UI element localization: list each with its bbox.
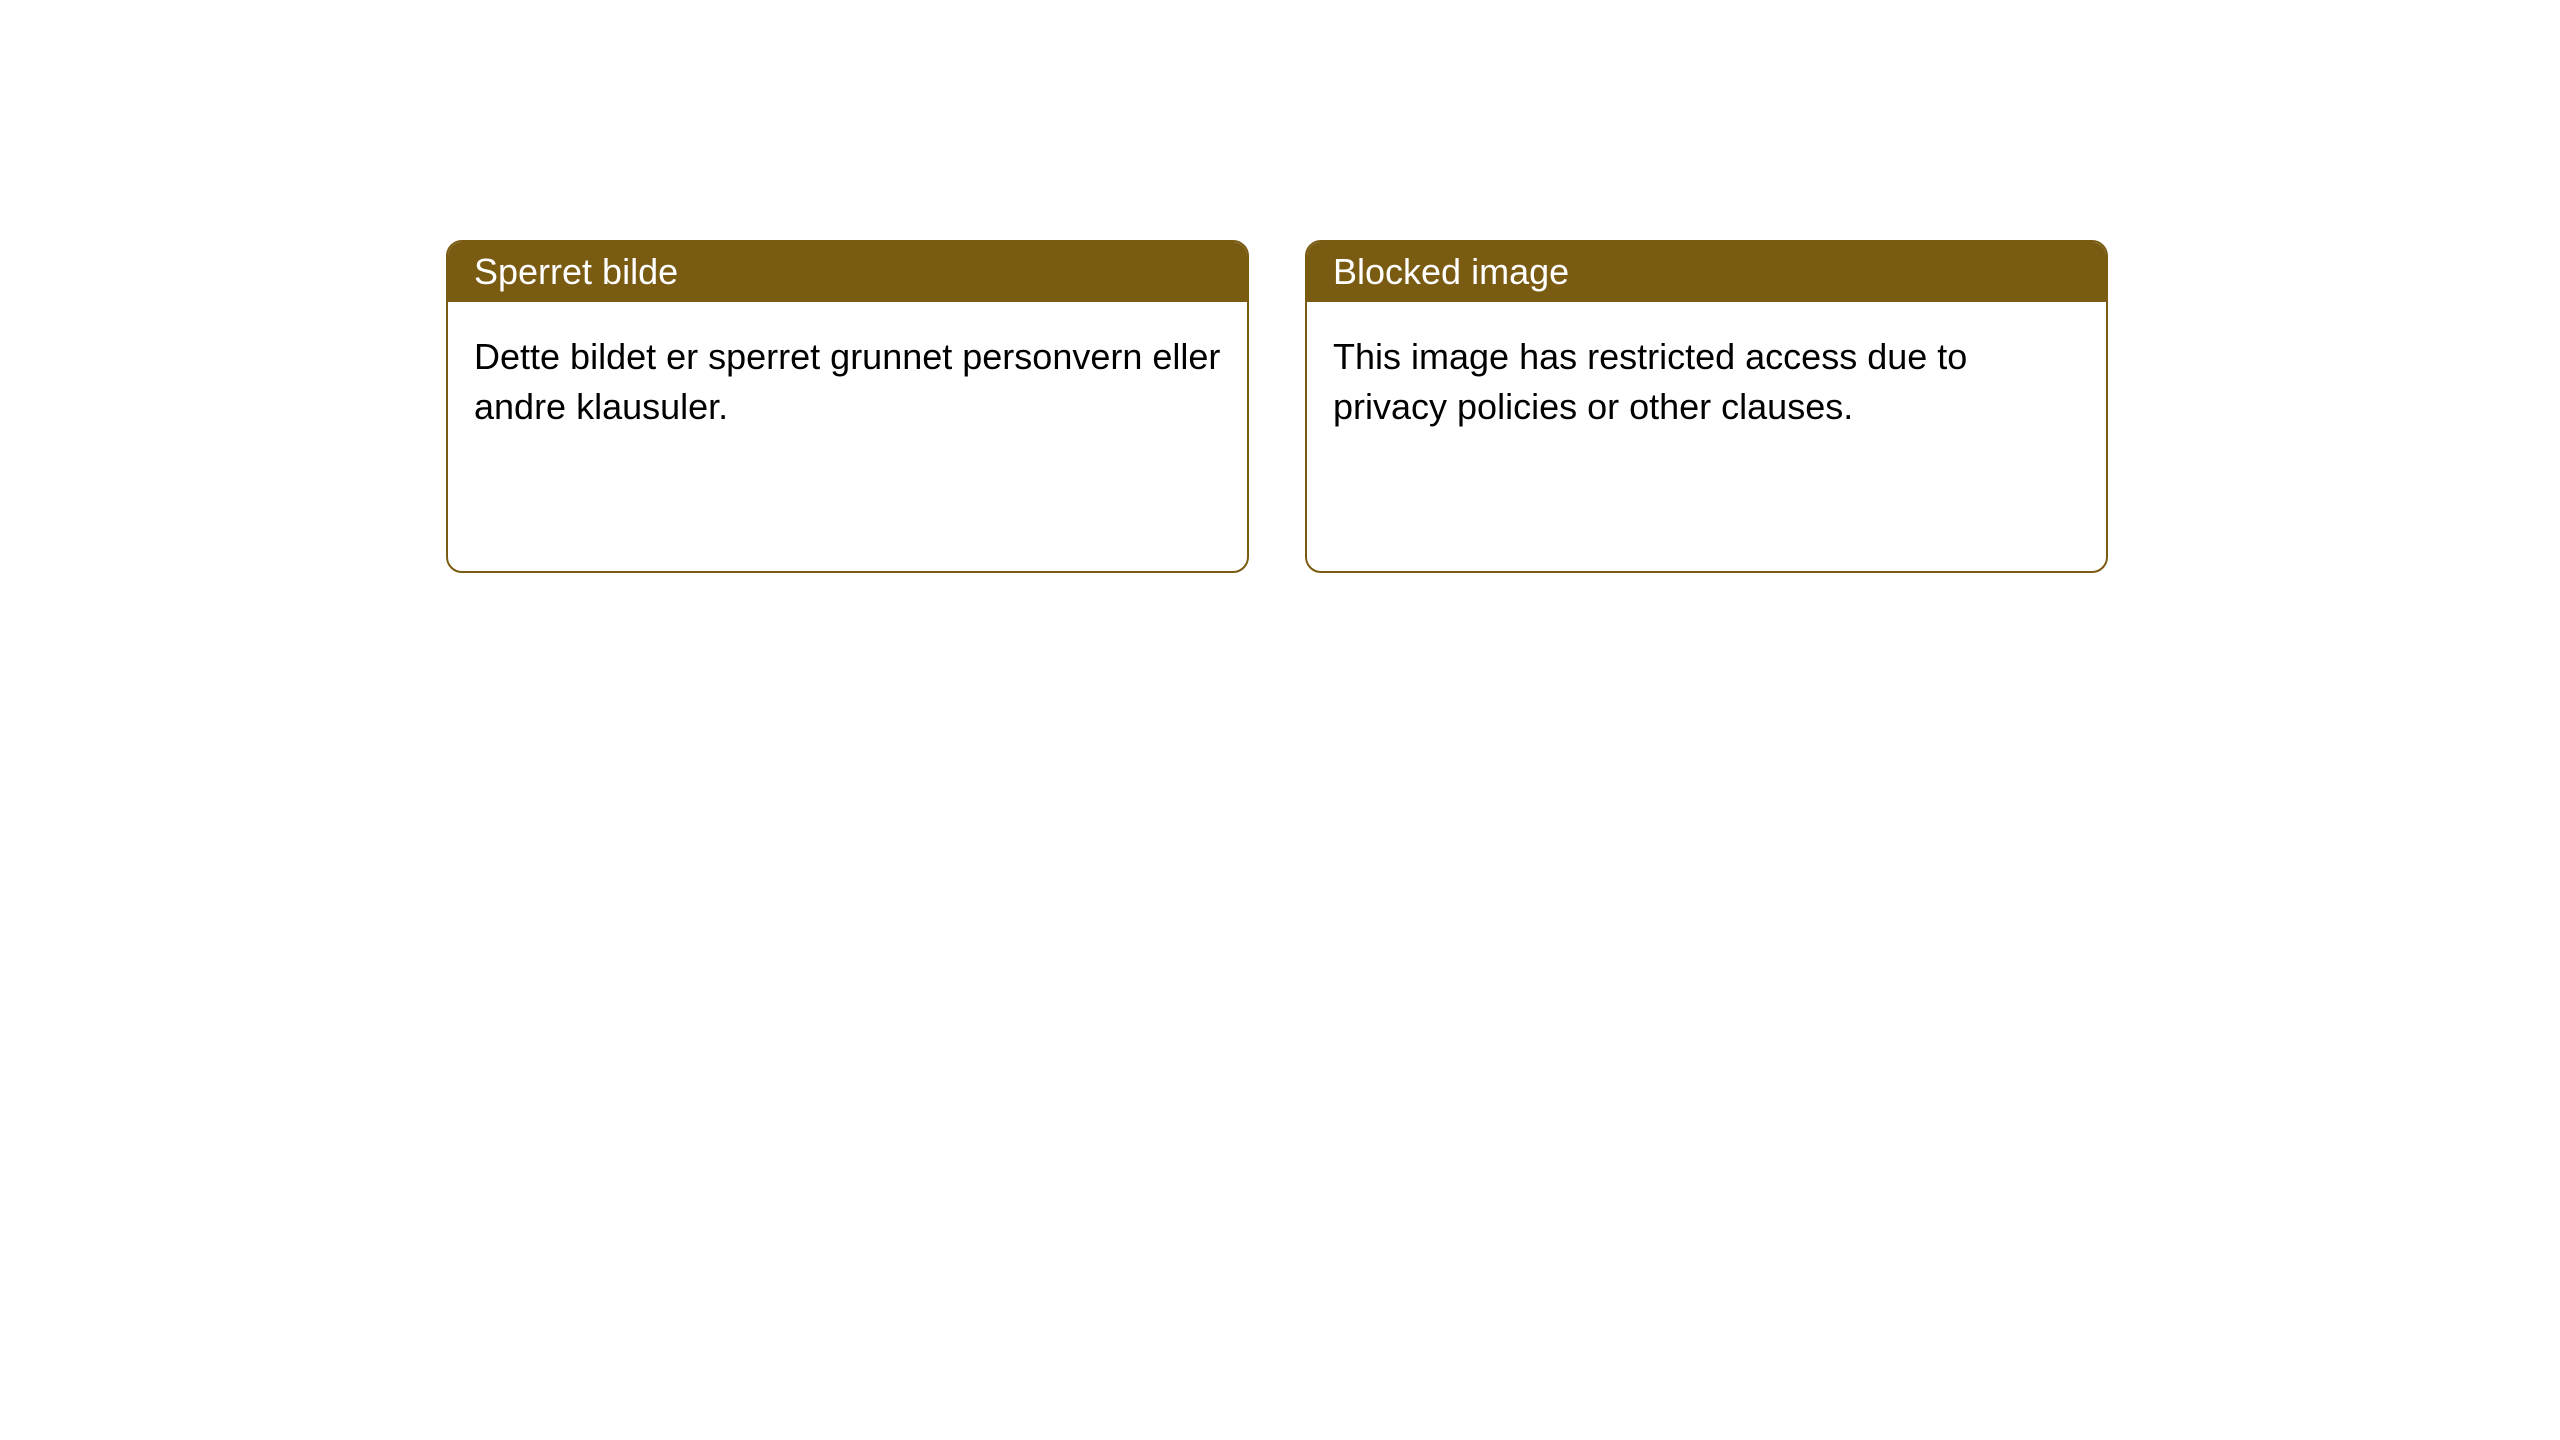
notice-header: Sperret bilde [448, 242, 1247, 302]
notice-box-norwegian: Sperret bilde Dette bildet er sperret gr… [446, 240, 1249, 573]
notice-body: This image has restricted access due to … [1307, 302, 2106, 463]
notice-message: Dette bildet er sperret grunnet personve… [474, 336, 1220, 427]
notice-body: Dette bildet er sperret grunnet personve… [448, 302, 1247, 463]
notice-box-english: Blocked image This image has restricted … [1305, 240, 2108, 573]
notice-header: Blocked image [1307, 242, 2106, 302]
notice-title: Blocked image [1333, 251, 1569, 293]
notice-container: Sperret bilde Dette bildet er sperret gr… [0, 0, 2560, 573]
notice-message: This image has restricted access due to … [1333, 336, 1967, 427]
notice-title: Sperret bilde [474, 251, 678, 293]
